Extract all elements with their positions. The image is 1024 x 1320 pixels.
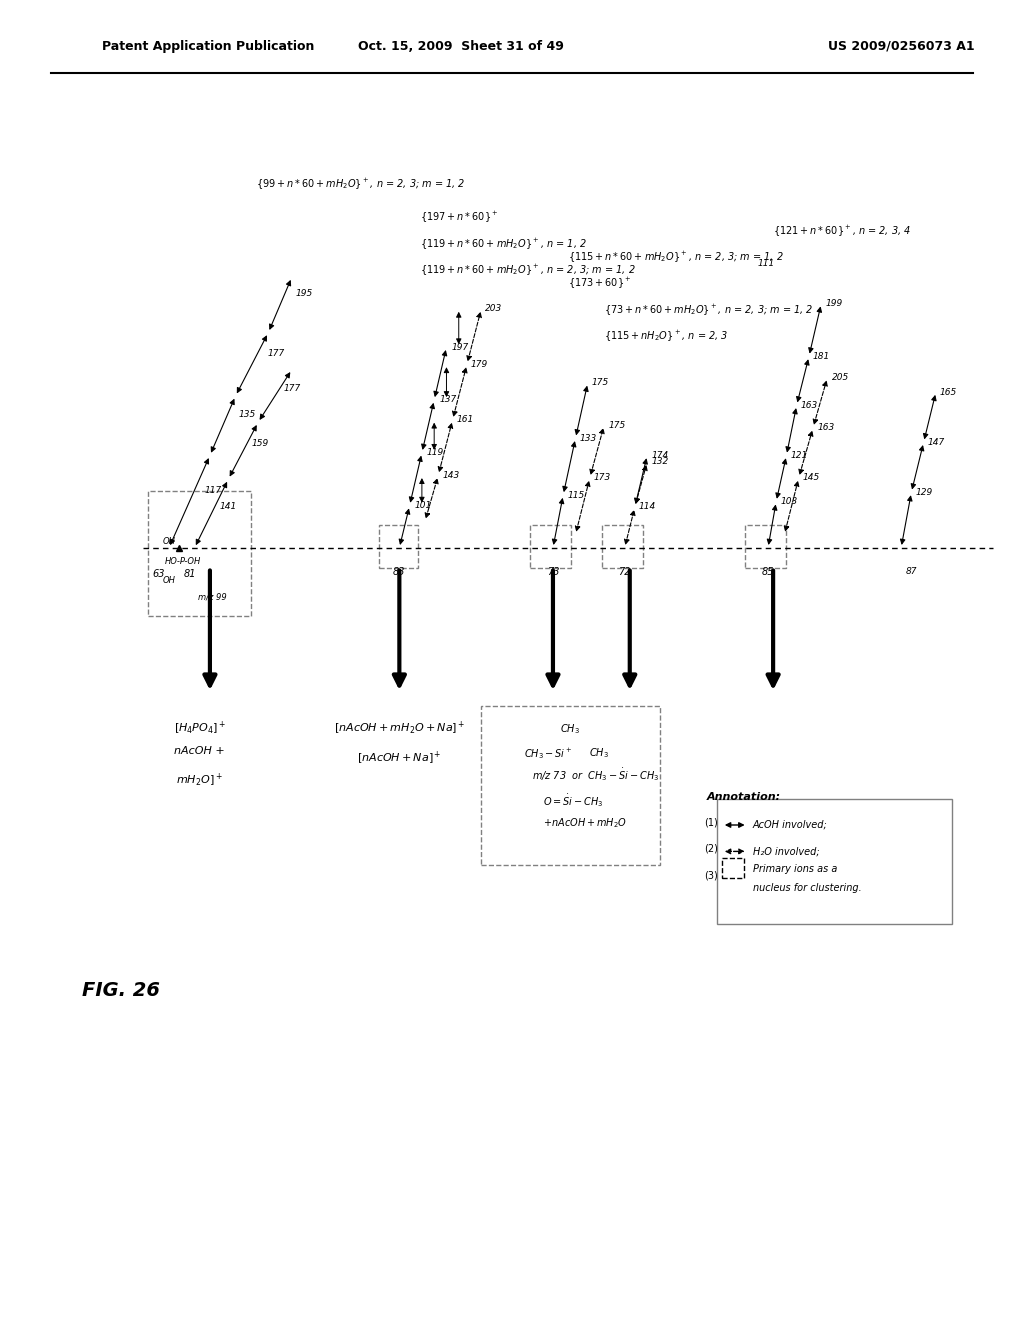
Text: Primary ions as a: Primary ions as a (753, 863, 837, 874)
Text: 175: 175 (608, 421, 626, 429)
Text: HO-P-OH: HO-P-OH (165, 557, 202, 565)
Bar (745, 525, 786, 568)
Text: 83: 83 (393, 566, 406, 577)
Text: OH: OH (163, 577, 175, 585)
Text: 111: 111 (758, 260, 775, 268)
Text: Patent Application Publication: Patent Application Publication (102, 40, 314, 53)
Bar (379, 525, 418, 568)
Text: 165: 165 (940, 388, 957, 396)
Text: $\{115+nH_2O\}^+$, n = 2, 3: $\{115+nH_2O\}^+$, n = 2, 3 (604, 329, 728, 343)
Text: 197: 197 (452, 343, 469, 351)
Text: Annotation:: Annotation: (707, 792, 780, 803)
Text: 141: 141 (220, 502, 237, 511)
Text: $\{115+n*60+mH_2O\}^+$, n = 2, 3; m = 1, 2: $\{115+n*60+mH_2O\}^+$, n = 2, 3; m = 1,… (568, 249, 784, 264)
Text: (1): (1) (705, 817, 718, 828)
Text: 85: 85 (762, 566, 774, 577)
Text: 132: 132 (651, 458, 669, 466)
Text: $\{99+n*60+mH_2O\}^+$, n = 2, 3; m = 1, 2: $\{99+n*60+mH_2O\}^+$, n = 2, 3; m = 1, … (256, 177, 466, 191)
Bar (717, 799, 952, 924)
Text: 129: 129 (915, 488, 933, 496)
Text: $O=\dot{S}i-CH_3$: $O=\dot{S}i-CH_3$ (543, 792, 603, 809)
Text: nAcOH +: nAcOH + (174, 746, 225, 756)
Text: $[nAcOH + Na]^+$: $[nAcOH + Na]^+$ (357, 750, 441, 767)
Text: nucleus for clustering.: nucleus for clustering. (753, 883, 861, 894)
Bar (148, 491, 251, 616)
Text: AcOH involved;: AcOH involved; (753, 820, 827, 830)
Text: 181: 181 (813, 352, 830, 360)
Text: 163: 163 (801, 401, 818, 409)
Bar (722, 858, 744, 878)
Bar (602, 525, 643, 568)
Text: 137: 137 (439, 396, 457, 404)
Text: 177: 177 (267, 348, 285, 358)
Text: 73: 73 (547, 566, 559, 577)
Text: $CH_3$: $CH_3$ (560, 722, 581, 735)
Text: 87: 87 (905, 568, 916, 576)
Text: $CH_3$: $CH_3$ (589, 746, 608, 759)
Text: H₂O involved;: H₂O involved; (753, 846, 819, 857)
Text: $mH_2O]^+$: $mH_2O]^+$ (176, 772, 223, 789)
Text: 115: 115 (567, 491, 585, 499)
Text: 199: 199 (825, 300, 843, 308)
Text: $[H_4PO_4]^+$: $[H_4PO_4]^+$ (173, 719, 226, 737)
Text: 145: 145 (803, 474, 820, 482)
Text: OH: OH (163, 537, 175, 545)
Text: 121: 121 (791, 451, 808, 459)
Text: 143: 143 (442, 471, 460, 479)
Text: 174: 174 (651, 451, 669, 459)
Text: FIG. 26: FIG. 26 (82, 981, 160, 999)
Text: $\{119+n*60+mH_2O\}^+$, n = 1, 2: $\{119+n*60+mH_2O\}^+$, n = 1, 2 (420, 236, 587, 251)
Text: Oct. 15, 2009  Sheet 31 of 49: Oct. 15, 2009 Sheet 31 of 49 (357, 40, 564, 53)
Text: (2): (2) (705, 843, 719, 854)
Text: 135: 135 (238, 411, 255, 420)
Text: 101: 101 (415, 502, 432, 510)
Text: 103: 103 (780, 498, 798, 506)
Text: m/z 99: m/z 99 (198, 593, 226, 601)
Text: 179: 179 (471, 360, 488, 368)
Text: 161: 161 (457, 416, 474, 424)
Text: 147: 147 (928, 438, 945, 446)
Text: (3): (3) (705, 870, 718, 880)
Text: 81: 81 (183, 569, 196, 579)
Text: m/z 73  or  $CH_3-\dot{S}i-CH_3$: m/z 73 or $CH_3-\dot{S}i-CH_3$ (532, 766, 659, 783)
Text: 63: 63 (153, 569, 165, 579)
Text: 177: 177 (283, 384, 300, 393)
Text: $\{121+n*60\}^+$, n = 2, 3, 4: $\{121+n*60\}^+$, n = 2, 3, 4 (773, 223, 911, 238)
Text: 195: 195 (295, 289, 312, 298)
Text: 163: 163 (817, 424, 835, 432)
Text: US 2009/0256073 A1: US 2009/0256073 A1 (827, 40, 975, 53)
Text: 114: 114 (639, 503, 656, 511)
Bar (481, 706, 660, 865)
Bar (530, 525, 571, 568)
Text: 117: 117 (205, 486, 222, 495)
Text: 175: 175 (592, 379, 609, 387)
Text: 205: 205 (831, 374, 849, 381)
Text: 173: 173 (594, 474, 611, 482)
Text: $\{119+n*60+mH_2O\}^+$, n = 2, 3; m = 1, 2: $\{119+n*60+mH_2O\}^+$, n = 2, 3; m = 1,… (420, 263, 636, 277)
Text: 72: 72 (618, 566, 631, 577)
Text: $CH_3-Si^+$: $CH_3-Si^+$ (523, 746, 572, 760)
Text: $[nAcOH + mH_2O + Na]^+$: $[nAcOH + mH_2O + Na]^+$ (334, 719, 465, 737)
Text: $+ nAcOH + mH_2O$: $+ nAcOH + mH_2O$ (543, 816, 627, 829)
Text: 133: 133 (580, 434, 597, 442)
Text: 159: 159 (252, 440, 268, 447)
Text: 203: 203 (485, 305, 503, 313)
Text: 119: 119 (427, 449, 444, 457)
Text: $\{73+n*60+mH_2O\}^+$, n = 2, 3; m = 1, 2: $\{73+n*60+mH_2O\}^+$, n = 2, 3; m = 1, … (604, 302, 814, 317)
Text: $\{197+n*60\}^+$: $\{197+n*60\}^+$ (420, 210, 499, 224)
Text: $\{173+60\}^+$: $\{173+60\}^+$ (568, 276, 632, 290)
